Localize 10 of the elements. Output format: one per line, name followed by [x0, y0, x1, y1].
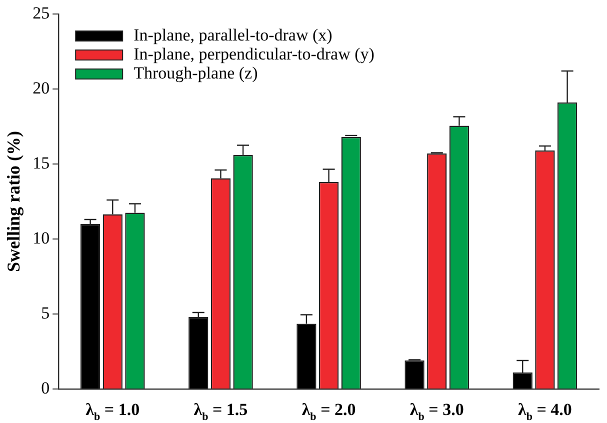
- y-tick-label: 15: [32, 153, 50, 172]
- y-tick-label: 10: [32, 228, 50, 248]
- y-axis-title: Swelling ratio (%): [3, 131, 24, 272]
- legend-label: In-plane, parallel-to-draw (x): [134, 25, 332, 44]
- y-tick-label: 20: [32, 78, 50, 98]
- y-tick-label: 5: [41, 303, 50, 322]
- y-tick-label: 25: [32, 3, 50, 22]
- y-tick-label: 0: [41, 378, 50, 398]
- legend-label: Through-plane (z): [134, 63, 258, 82]
- legend-label: In-plane, perpendicular-to-draw (y): [134, 44, 374, 64]
